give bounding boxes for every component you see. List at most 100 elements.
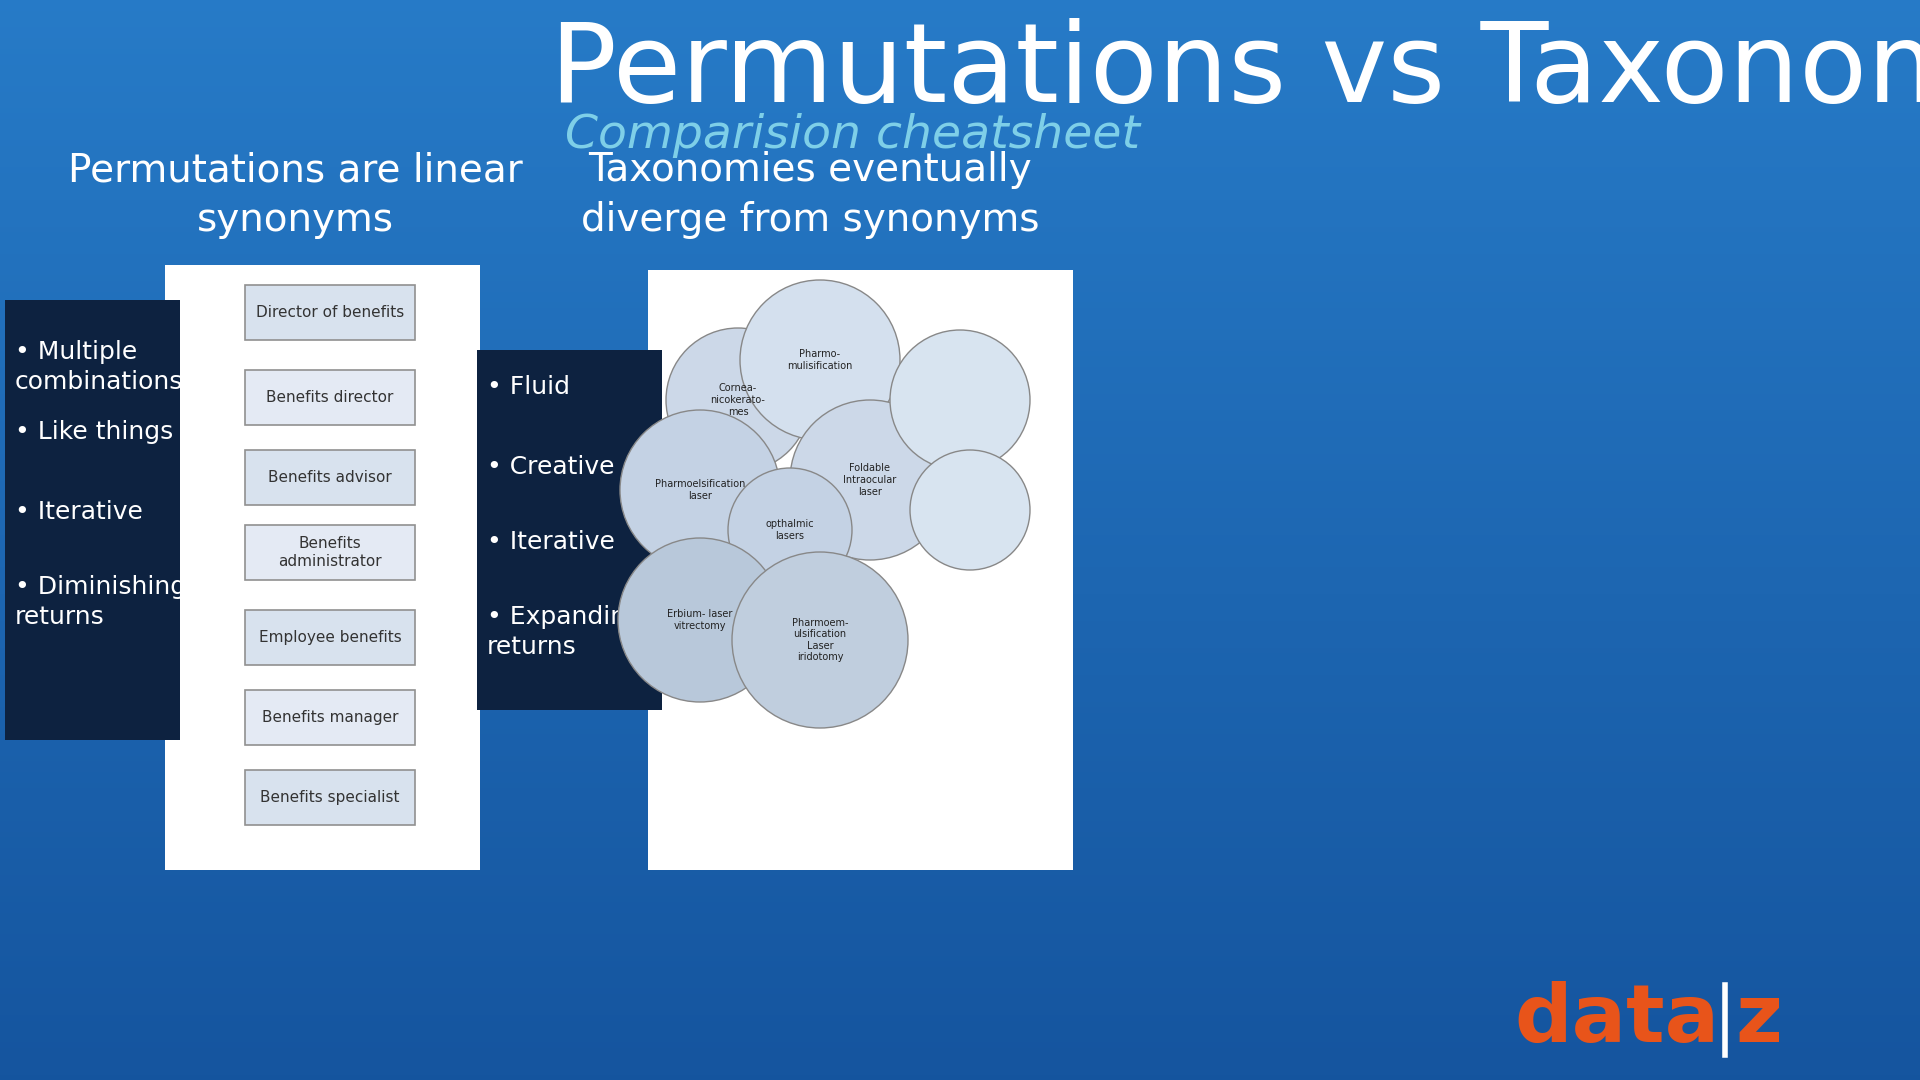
Bar (0, 1058, 1920, 1064)
Bar (246, 610, 415, 665)
Text: data: data (1515, 981, 1720, 1059)
Bar (0, 324, 1920, 329)
Bar (0, 605, 1920, 610)
Bar (0, 286, 1920, 292)
Bar (0, 913, 1920, 918)
Bar (0, 394, 1920, 400)
Bar (0, 826, 1920, 832)
Bar (0, 59, 1920, 65)
Bar (0, 362, 1920, 367)
Bar (0, 513, 1920, 518)
Bar (0, 308, 1920, 313)
Bar (0, 470, 1920, 475)
Bar (0, 632, 1920, 637)
Bar (0, 367, 1920, 373)
Bar (0, 38, 1920, 43)
Bar (0, 448, 1920, 454)
Bar (6, 300, 180, 740)
Bar (0, 551, 1920, 556)
Bar (0, 761, 1920, 767)
Bar (0, 238, 1920, 243)
Bar (0, 27, 1920, 32)
Bar (0, 572, 1920, 578)
Text: Benefits specialist: Benefits specialist (261, 789, 399, 805)
Bar (0, 405, 1920, 410)
Bar (0, 43, 1920, 49)
Bar (0, 810, 1920, 815)
Bar (0, 319, 1920, 324)
Bar (0, 92, 1920, 97)
Circle shape (728, 468, 852, 592)
Bar (0, 1042, 1920, 1048)
Bar (0, 335, 1920, 340)
Bar (0, 729, 1920, 734)
Text: Pharmoem-
ulsification
Laser
iridotomy: Pharmoem- ulsification Laser iridotomy (791, 618, 849, 662)
Bar (0, 459, 1920, 464)
Bar (0, 821, 1920, 826)
Bar (0, 97, 1920, 103)
Bar (0, 248, 1920, 254)
Bar (0, 718, 1920, 724)
Text: • Diminishing
returns: • Diminishing returns (15, 575, 186, 629)
Bar (0, 832, 1920, 837)
Bar (0, 1048, 1920, 1053)
Text: Cornea-
nicokerato-
mes: Cornea- nicokerato- mes (710, 383, 766, 417)
Bar (0, 934, 1920, 940)
Bar (0, 437, 1920, 443)
Bar (0, 697, 1920, 702)
Bar (0, 113, 1920, 119)
Bar (0, 961, 1920, 967)
Bar (0, 221, 1920, 227)
Text: Benefits director: Benefits director (267, 390, 394, 405)
Bar (0, 151, 1920, 157)
Bar (0, 950, 1920, 956)
Bar (0, 265, 1920, 270)
Bar (0, 1010, 1920, 1015)
Bar (0, 16, 1920, 22)
Bar (0, 616, 1920, 621)
Bar (0, 670, 1920, 675)
Bar (0, 81, 1920, 86)
Bar (0, 270, 1920, 275)
Bar (0, 302, 1920, 308)
Bar (0, 340, 1920, 346)
Bar (0, 178, 1920, 184)
Bar (0, 491, 1920, 497)
Bar (246, 770, 415, 825)
Bar (0, 589, 1920, 594)
Bar (0, 940, 1920, 945)
Bar (0, 621, 1920, 626)
Bar (0, 400, 1920, 405)
Bar (0, 594, 1920, 599)
Text: • Iterative: • Iterative (488, 530, 614, 554)
Bar (246, 690, 415, 745)
Bar (0, 297, 1920, 302)
Bar (0, 643, 1920, 648)
Bar (649, 270, 1073, 870)
Bar (0, 432, 1920, 437)
Bar (0, 508, 1920, 513)
Bar (246, 370, 415, 426)
Bar (0, 902, 1920, 907)
Circle shape (789, 400, 950, 561)
Bar (0, 637, 1920, 643)
Bar (0, 275, 1920, 281)
Text: Foldable
Intraocular
laser: Foldable Intraocular laser (843, 463, 897, 497)
Bar (0, 956, 1920, 961)
Bar (0, 864, 1920, 869)
Bar (0, 518, 1920, 524)
Bar (0, 686, 1920, 691)
Bar (0, 373, 1920, 378)
Circle shape (620, 410, 780, 570)
Bar (0, 907, 1920, 913)
Bar (0, 794, 1920, 799)
Bar (0, 65, 1920, 70)
Circle shape (666, 328, 810, 472)
Bar (0, 54, 1920, 59)
Bar (0, 1026, 1920, 1031)
Bar (0, 923, 1920, 929)
Circle shape (910, 450, 1029, 570)
Text: Permutations vs Taxonomies: Permutations vs Taxonomies (549, 18, 1920, 125)
Bar (0, 194, 1920, 200)
Bar (0, 416, 1920, 421)
